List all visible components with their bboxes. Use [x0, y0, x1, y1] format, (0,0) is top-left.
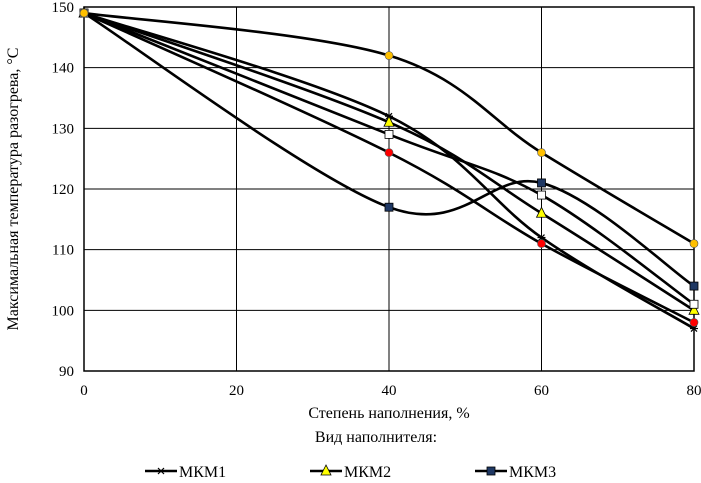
- y-tick-label: 90: [59, 364, 74, 380]
- legend-title: Вид наполнителя:: [315, 429, 437, 446]
- y-axis-label: Максимальная температура разогрева, °С: [5, 48, 22, 331]
- y-tick-label: 150: [52, 0, 75, 16]
- x-axis-label: Степень наполнения, %: [308, 405, 469, 422]
- circle-marker: [538, 240, 546, 248]
- square-marker: [690, 282, 698, 290]
- legend: МКМ1 МКМ2 МКМ3: [145, 464, 556, 478]
- asterisk-marker: [157, 468, 165, 474]
- circle-marker: [385, 149, 393, 157]
- legend-item: МКМ3: [475, 464, 556, 478]
- y-tick-label: 140: [52, 61, 75, 77]
- x-tick-label: 40: [382, 383, 397, 399]
- square-marker: [538, 179, 546, 187]
- x-tick-label: 60: [534, 383, 549, 399]
- square-marker: [385, 203, 393, 211]
- circle-marker: [80, 9, 88, 17]
- circle-marker: [690, 318, 698, 326]
- circle-marker: [690, 240, 698, 248]
- x-tick-label: 80: [687, 383, 701, 399]
- y-tick-label: 100: [52, 303, 75, 319]
- x-tick-label: 20: [229, 383, 244, 399]
- square-marker: [487, 467, 495, 475]
- y-tick-label: 130: [52, 121, 75, 137]
- square-marker: [538, 191, 546, 199]
- legend-item: МКМ2: [310, 464, 391, 478]
- legend-item: МКМ1: [145, 464, 226, 478]
- y-tick-label: 110: [52, 243, 74, 259]
- y-tick-label: 120: [52, 182, 75, 198]
- legend-label: МКМ3: [509, 464, 556, 478]
- legend-label: МКМ1: [179, 464, 226, 478]
- legend-label: МКМ2: [344, 464, 391, 478]
- square-marker: [690, 300, 698, 308]
- x-tick-label: 0: [80, 383, 88, 399]
- circle-marker: [385, 52, 393, 60]
- circle-marker: [538, 149, 546, 157]
- square-marker: [385, 130, 393, 138]
- tick-labels: 90 100 110 120 130 140 150 0 20 40 60 80: [52, 0, 701, 399]
